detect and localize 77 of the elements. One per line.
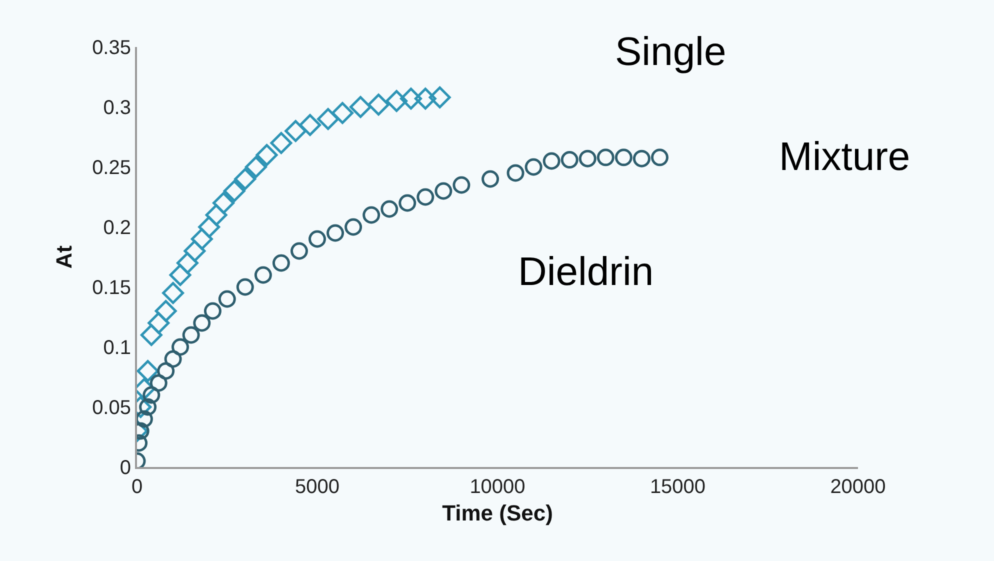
point — [140, 324, 162, 346]
point — [137, 360, 159, 382]
point — [223, 180, 246, 202]
point — [308, 230, 326, 248]
x-tick-label: 5000 — [295, 476, 340, 498]
point — [344, 218, 362, 236]
point — [254, 266, 272, 284]
point — [270, 132, 292, 154]
point — [190, 228, 213, 250]
point — [434, 182, 452, 200]
point — [362, 206, 380, 224]
point — [184, 240, 206, 262]
y-tick-label: 0.15 — [92, 277, 131, 299]
point — [452, 176, 470, 194]
point — [218, 290, 236, 308]
x-axis-title: Time (Sec) — [442, 500, 553, 526]
point — [236, 278, 254, 296]
annotation: Mixture — [779, 135, 910, 179]
point — [148, 312, 170, 334]
x-tick-label: 10000 — [470, 476, 526, 498]
point — [614, 148, 632, 166]
point — [162, 282, 184, 304]
point — [169, 264, 192, 286]
y-axis-title: At — [51, 244, 76, 269]
y-tick-label: 0.05 — [92, 397, 131, 419]
point — [317, 108, 340, 130]
point — [596, 148, 614, 166]
point — [176, 252, 198, 274]
y-tick-label: 0.3 — [103, 97, 131, 119]
point — [560, 151, 578, 169]
point — [150, 374, 168, 392]
point — [204, 302, 222, 320]
point — [212, 192, 235, 214]
point — [326, 224, 344, 242]
annotation: Dieldrin — [518, 250, 654, 294]
point — [139, 398, 157, 416]
point — [182, 326, 200, 344]
point — [398, 194, 416, 212]
x-tick-label: 15000 — [650, 476, 706, 498]
point — [542, 152, 560, 170]
point — [157, 362, 175, 380]
x-tick-label: 20000 — [830, 476, 886, 498]
point — [198, 216, 220, 238]
point — [380, 200, 398, 218]
point — [272, 254, 290, 272]
y-tick-label: 0 — [120, 457, 131, 479]
point — [650, 148, 668, 166]
point — [482, 170, 500, 188]
point — [256, 144, 278, 166]
point — [331, 102, 354, 124]
point — [205, 204, 228, 226]
point — [164, 350, 182, 368]
point — [290, 242, 308, 260]
point — [400, 88, 422, 110]
point — [154, 300, 177, 322]
point — [368, 94, 390, 116]
y-tick-label: 0.2 — [103, 217, 131, 239]
point — [414, 88, 436, 110]
point — [284, 120, 307, 142]
y-tick-label: 0.25 — [92, 157, 131, 179]
annotation: Single — [615, 30, 726, 74]
point — [428, 86, 451, 108]
point — [632, 150, 650, 168]
point — [193, 314, 211, 332]
point — [350, 96, 372, 118]
point — [506, 164, 524, 182]
y-tick-label: 0.1 — [103, 337, 131, 359]
point — [234, 168, 256, 190]
point — [299, 114, 322, 136]
point — [386, 90, 408, 112]
point — [578, 150, 596, 168]
point — [416, 188, 434, 206]
y-tick-label: 0.35 — [92, 37, 131, 59]
point — [172, 338, 190, 356]
point — [244, 156, 267, 178]
point — [142, 386, 160, 404]
point — [524, 158, 542, 176]
